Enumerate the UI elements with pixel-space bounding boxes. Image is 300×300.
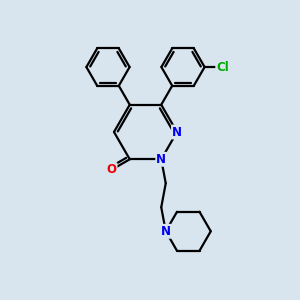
Text: N: N (161, 225, 171, 238)
Text: N: N (156, 153, 166, 166)
Text: N: N (172, 125, 182, 139)
Text: Cl: Cl (216, 61, 229, 74)
Text: O: O (106, 163, 117, 176)
